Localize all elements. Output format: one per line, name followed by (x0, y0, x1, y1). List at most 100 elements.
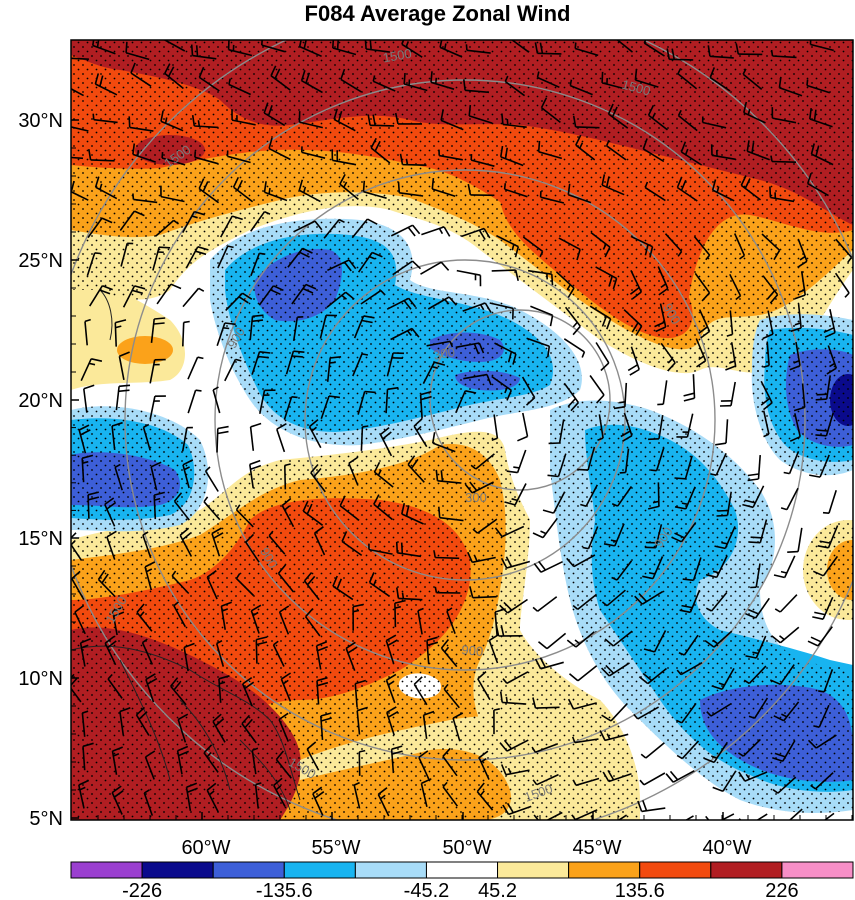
wind-barb (733, 233, 746, 256)
wind-barb (360, 426, 364, 451)
wind-barb (742, 73, 763, 91)
wind-barb-feather (634, 595, 643, 605)
wind-barb (212, 721, 226, 743)
wind-barb-feather (629, 368, 640, 376)
wind-barb-feather (705, 607, 712, 612)
wind-barb-feather (748, 715, 755, 720)
wind-barb-feather (236, 179, 244, 191)
wind-barb-feather (789, 364, 801, 371)
wind-barb-feather (739, 254, 745, 260)
wind-barb (468, 115, 493, 124)
wind-barb-feather (571, 736, 576, 743)
wind-barb (111, 750, 118, 775)
wind-barb (249, 426, 255, 451)
wind-barb (612, 630, 633, 647)
wind-barb (87, 217, 103, 239)
wind-barb (530, 305, 553, 317)
wind-barb-feather (104, 635, 115, 644)
wind-barb-feather (629, 286, 640, 295)
wind-barb-feather (99, 289, 111, 295)
wind-barb-feather (435, 77, 438, 84)
wind-barb (641, 807, 666, 813)
wind-barb (87, 494, 90, 519)
wind-barb-feather (611, 503, 619, 507)
wind-barb (797, 238, 808, 262)
wind-barb (709, 76, 731, 92)
wind-barb (272, 644, 285, 667)
wind-barb (642, 148, 665, 163)
wind-barb (698, 309, 711, 332)
wind-barb-feather (599, 730, 606, 741)
wind-barb-feather (493, 708, 500, 711)
wind-barb-feather (440, 109, 444, 121)
wind-barb (71, 57, 89, 60)
wind-barb-feather (305, 72, 311, 84)
wind-barb-feather (387, 711, 399, 718)
wind-barb-feather (391, 745, 403, 750)
wind-barb-feather (714, 545, 726, 550)
wind-barb-feather (276, 423, 287, 430)
wind-barb-feather (476, 782, 485, 793)
wind-barb (478, 757, 490, 780)
wind-barb-feather (144, 561, 156, 568)
wind-barb-feather (652, 500, 659, 504)
wind-barb (834, 272, 850, 294)
wind-barb (608, 113, 629, 129)
wind-barb (440, 647, 458, 668)
wind-barb-feather (567, 183, 571, 195)
wind-barb-feather (504, 147, 508, 159)
wind-barb-feather (131, 289, 144, 295)
wind-barb-feather (394, 599, 406, 604)
wind-barb-feather (494, 527, 503, 538)
wind-barb-feather (142, 531, 149, 536)
wind-barb-feather (372, 75, 376, 82)
wind-barb-feather (363, 315, 375, 319)
wind-barb (302, 510, 324, 526)
wind-barb (630, 346, 640, 370)
wind-barb-feather (740, 175, 747, 186)
wind-barb-feather (317, 681, 329, 687)
wind-barb (516, 449, 527, 473)
wind-barb-feather (824, 331, 836, 338)
wind-barb-feather (607, 103, 614, 115)
wind-barb (710, 702, 732, 717)
wind-barb-feather (113, 753, 120, 757)
wind-barb (653, 630, 667, 653)
wind-barb-feather (106, 640, 117, 649)
wind-barb-feather (705, 815, 710, 820)
wind-barb (327, 259, 350, 272)
wind-barb (228, 48, 253, 57)
wind-barb-feather (798, 289, 805, 293)
wind-barb-feather (464, 483, 473, 494)
wind-barb (491, 375, 512, 391)
wind-barb-feather (503, 739, 513, 750)
wind-barb (182, 464, 190, 489)
wind-barb (390, 327, 413, 341)
wind-barb-feather (244, 718, 253, 729)
wind-barb (187, 389, 197, 414)
wind-barb (743, 111, 766, 124)
wind-barb-feather (700, 330, 711, 339)
wind-barb (133, 198, 158, 204)
wind-barb-feather (71, 532, 77, 540)
wind-barb (570, 84, 593, 96)
wind-barb-feather (421, 778, 432, 785)
wind-barb-feather (224, 322, 236, 326)
wind-barb (713, 741, 728, 763)
wind-barb-feather (745, 612, 756, 619)
wind-barb (255, 639, 258, 664)
wind-barb-feather (268, 187, 271, 195)
wind-barb (506, 560, 531, 569)
wind-barb (759, 519, 768, 543)
wind-barb-feather (567, 698, 575, 710)
wind-barb (90, 159, 115, 162)
wind-barb (235, 509, 254, 528)
wind-barb (390, 224, 414, 237)
wind-barb (120, 243, 128, 267)
wind-barb (303, 580, 320, 601)
wind-barb (114, 467, 123, 491)
wind-barb (106, 536, 116, 560)
wind-barb-feather (677, 67, 682, 75)
wind-barb-feather (99, 183, 103, 190)
wind-barb (348, 462, 359, 486)
